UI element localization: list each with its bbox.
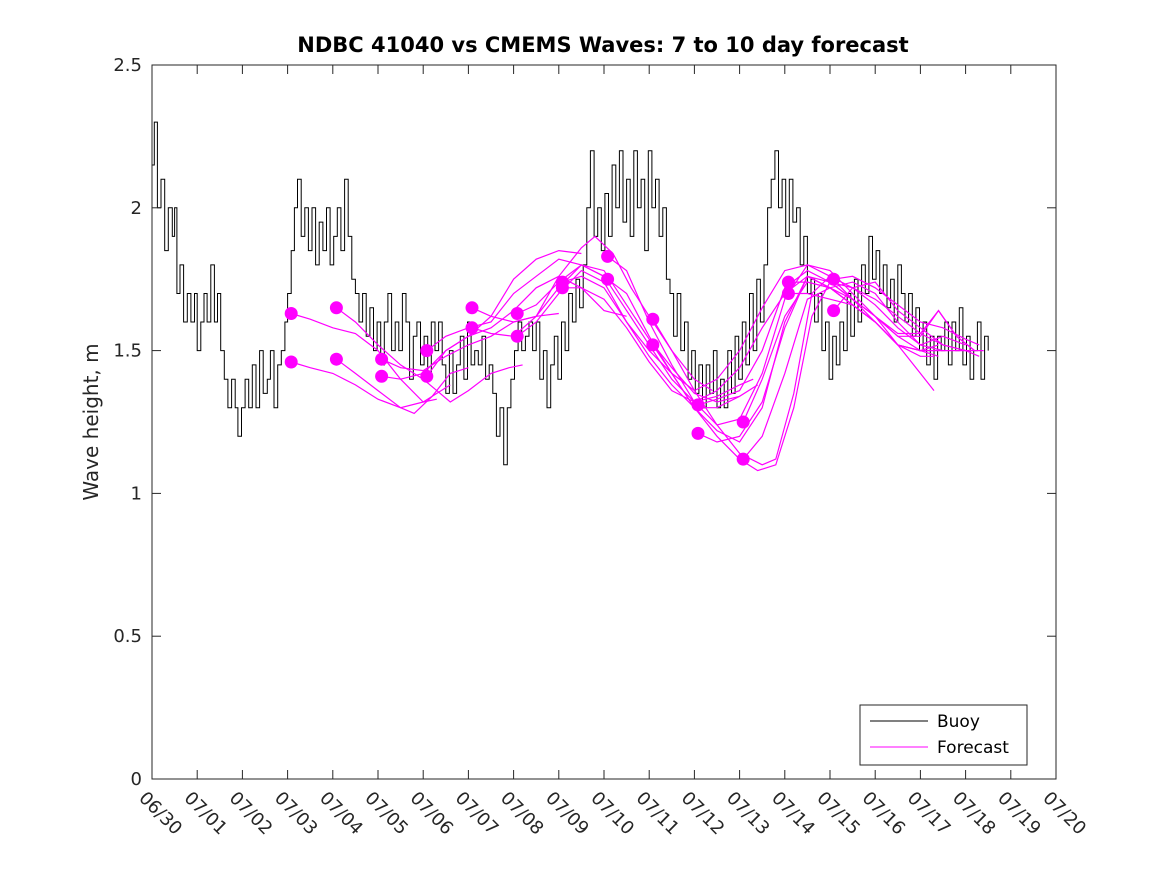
forecast-start-marker [736, 452, 750, 466]
forecast-start-marker [329, 301, 343, 315]
forecast-start-marker [420, 344, 434, 358]
forecast-start-marker [284, 355, 298, 369]
forecast-start-marker [646, 338, 660, 352]
y-tick-label: 0.5 [113, 626, 142, 647]
forecast-start-marker [420, 369, 434, 383]
forecast-start-marker [827, 304, 841, 318]
forecast-line [426, 275, 627, 377]
y-tick-label: 0 [131, 769, 142, 790]
forecast-line [516, 264, 754, 403]
forecast-start-marker [329, 352, 343, 366]
forecast-line [833, 275, 980, 346]
forecast-start-marker [465, 321, 479, 335]
forecast-line [833, 281, 980, 357]
forecast-line [291, 361, 437, 409]
forecast-start-marker [555, 281, 569, 295]
y-tick-label: 2.5 [113, 55, 142, 76]
chart-title: NDBC 41040 vs CMEMS Waves: 7 to 10 day f… [297, 33, 908, 57]
forecast-start-marker [375, 352, 389, 366]
forecast-start-marker [601, 249, 615, 263]
legend-buoy-label: Buoy [937, 712, 980, 732]
forecast-start-marker [691, 426, 705, 440]
y-tick-label: 1.5 [113, 341, 142, 362]
forecast-start-marker [646, 312, 660, 326]
forecast-start-marker [284, 307, 298, 320]
forecast-line [652, 275, 984, 466]
forecast-start-marker [781, 275, 795, 289]
forecast-line [516, 269, 759, 409]
y-tick-label: 1 [131, 483, 142, 504]
forecast-line [562, 264, 876, 392]
y-axis-label: Wave height, m [79, 343, 103, 500]
y-tick-label: 2 [131, 198, 142, 219]
forecast-series-group [284, 235, 984, 472]
forecast-line [742, 281, 975, 423]
forecast-start-marker [827, 272, 841, 286]
forecast-start-marker [510, 329, 524, 343]
legend-forecast-label: Forecast [937, 738, 1009, 758]
forecast-start-marker [691, 398, 705, 412]
forecast-line [652, 281, 966, 472]
forecast-line [697, 275, 934, 443]
legend: Buoy Forecast [859, 704, 1028, 766]
legend-box [859, 704, 1028, 766]
forecast-line [336, 358, 469, 415]
forecast-line [607, 255, 935, 426]
forecast-line [788, 292, 943, 352]
forecast-start-marker [510, 307, 524, 320]
forecast-start-marker [736, 415, 750, 429]
forecast-start-marker [601, 272, 615, 286]
forecast-line [381, 249, 582, 380]
forecast-start-marker [465, 301, 479, 315]
forecast-start-marker [781, 287, 795, 300]
y-axis: 0 0.5 1 1.5 2 2.5 [113, 55, 1056, 790]
forecast-start-marker [375, 369, 389, 383]
